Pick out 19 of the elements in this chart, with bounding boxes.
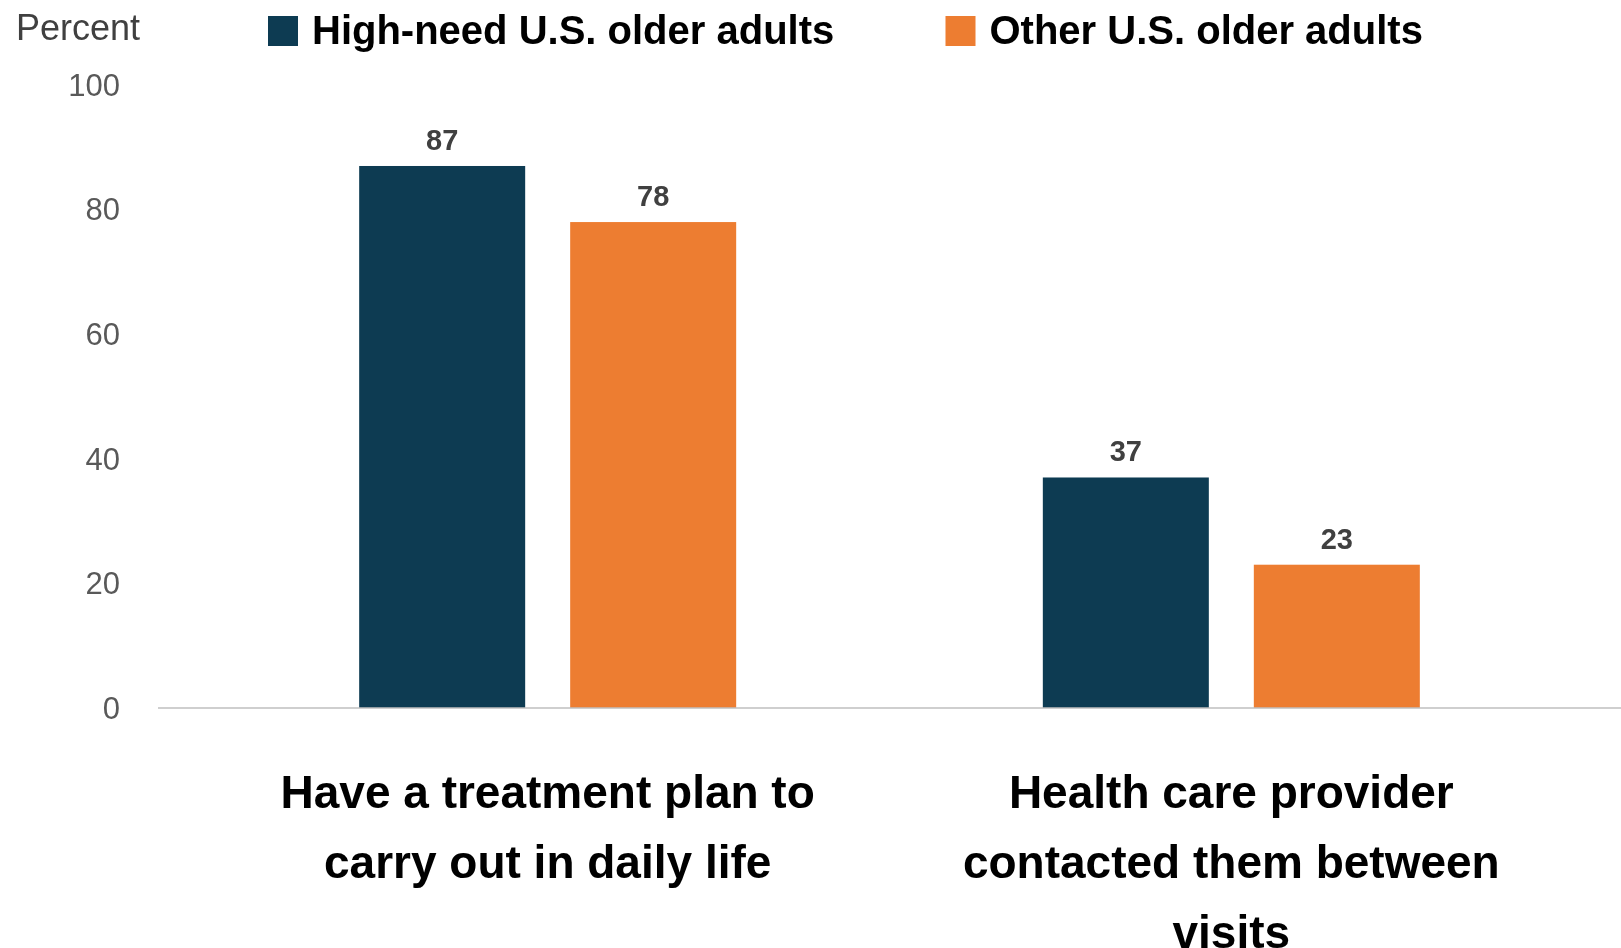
x-tick-label: Health care provider contacted them between visits <box>962 766 1500 948</box>
legend-label: High-need U.S. older adults <box>312 8 835 52</box>
bar <box>570 222 737 708</box>
bar <box>1253 564 1420 708</box>
y-tick-label: 60 <box>85 317 120 353</box>
legend-label: Other U.S. older adults <box>989 8 1423 52</box>
bar <box>359 165 526 708</box>
y-tick-label: 0 <box>102 690 120 726</box>
y-tick-label: 20 <box>85 566 120 602</box>
data-label: 78 <box>637 180 670 213</box>
y-axis-title: Percent <box>16 7 141 48</box>
x-tick-label: Have a treatment plan to carry out in daily life <box>280 766 815 888</box>
data-label: 87 <box>426 123 459 156</box>
y-tick-label: 40 <box>85 441 120 477</box>
bar <box>1042 477 1209 708</box>
data-label: 37 <box>1109 435 1142 468</box>
y-tick-label: 80 <box>85 192 120 228</box>
data-label: 23 <box>1320 522 1353 555</box>
y-tick-label: 100 <box>68 67 120 103</box>
